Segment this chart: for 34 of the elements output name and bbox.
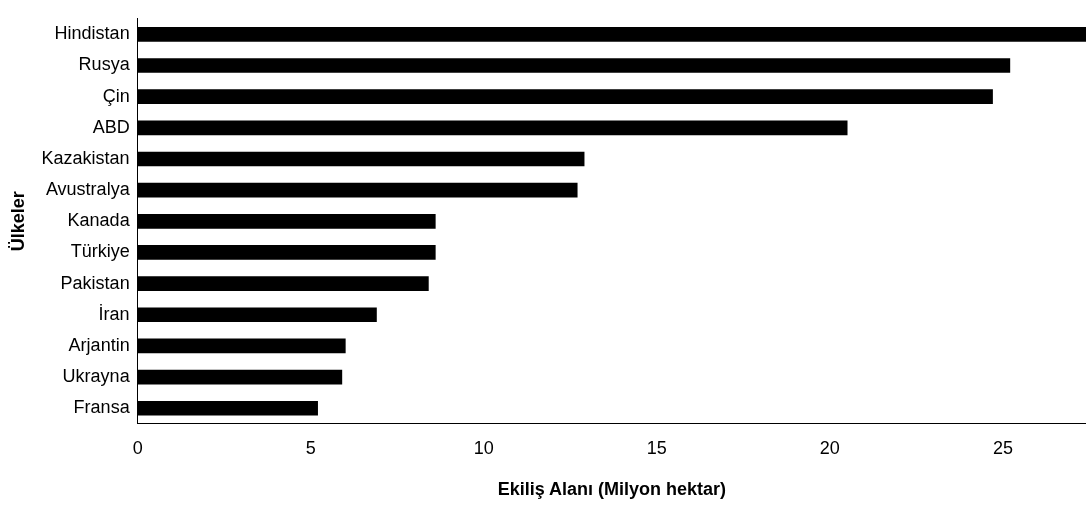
y-tick-label: Kazakistan (41, 147, 130, 168)
bar (137, 400, 318, 416)
bar (137, 182, 578, 198)
y-tick-label: Avustralya (45, 179, 131, 200)
bar (137, 27, 1086, 42)
x-tick-label: 25 (992, 437, 1013, 458)
bar (137, 151, 585, 167)
y-tick-label: Ukrayna (62, 366, 131, 387)
x-tick-label: 10 (473, 437, 494, 458)
bar (137, 338, 346, 354)
x-tick-label: 5 (305, 437, 316, 458)
y-tick-label: Rusya (78, 54, 131, 75)
y-tick-label: ABD (92, 116, 130, 137)
bar (137, 120, 848, 136)
x-tick-label: 0 (132, 437, 143, 458)
bar (137, 276, 429, 291)
bar (137, 58, 1011, 73)
bar (137, 369, 343, 385)
y-tick-label: Arjantin (68, 334, 130, 355)
y-tick-label: Kanada (67, 210, 131, 231)
y-tick-label: Türkiye (70, 241, 130, 262)
y-tick-label: Hindistan (54, 23, 130, 44)
x-axis-title: Ekiliş Alanı (Milyon hektar) (497, 479, 727, 500)
y-tick-label: İran (98, 303, 130, 324)
bar (137, 213, 436, 229)
bar (137, 307, 377, 323)
bar (137, 89, 993, 105)
y-tick-label: Pakistan (60, 272, 130, 293)
y-tick-label: Çin (102, 85, 130, 106)
x-tick-label: 20 (819, 437, 840, 458)
bar (137, 245, 436, 260)
x-tick-label: 15 (646, 437, 667, 458)
y-axis-title: Ülkeler (7, 191, 28, 252)
y-tick-label: Fransa (73, 397, 131, 418)
